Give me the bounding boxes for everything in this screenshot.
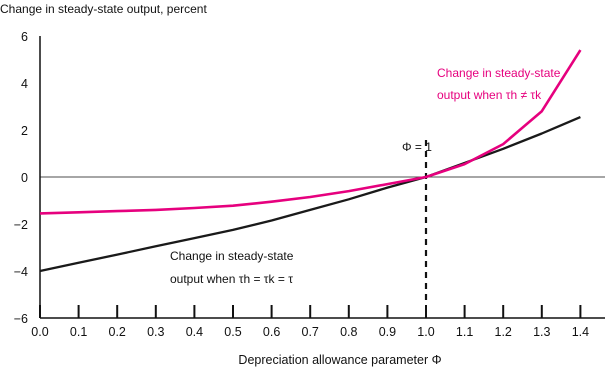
- y-tick-label: −6: [14, 312, 28, 326]
- y-tick-labels: 6 4 2 0 −2 −4 −6: [14, 30, 28, 326]
- annotation-pink-prefix: output when: [437, 88, 506, 102]
- y-tick-label: 4: [21, 77, 28, 91]
- x-tick-label: 0.4: [186, 325, 203, 339]
- x-tick-label: 0.8: [340, 325, 357, 339]
- annotation-pink-line1: Change in steady-state: [437, 66, 561, 80]
- x-tick-marks: [39, 305, 582, 318]
- x-tick-label: 1.4: [572, 325, 589, 339]
- series-line-pink: [39, 49, 582, 215]
- annotation-black-math: τh = τk = τ: [239, 272, 294, 286]
- x-tick-label: 1.3: [533, 325, 550, 339]
- annotation-black-line2: output when τh = τk = τ: [170, 272, 293, 286]
- annotation-pink-line2: output when τh ≠ τk: [437, 88, 542, 102]
- y-tick-label: −4: [14, 265, 28, 279]
- x-tick-label: 0.2: [109, 325, 126, 339]
- y-tick-label: −2: [14, 218, 28, 232]
- y-axis-label: Change in steady-state output, percent: [0, 2, 207, 16]
- reference-line-label: Φ = 1: [402, 140, 432, 154]
- x-tick-label: 0.1: [70, 325, 87, 339]
- annotation-black-line1: Change in steady-state: [170, 249, 294, 263]
- x-tick-label: 1.0: [417, 325, 434, 339]
- annotation-pink-math: τh ≠ τk: [506, 88, 542, 102]
- x-tick-label: 1.1: [456, 325, 473, 339]
- x-tick-label: 0.7: [302, 325, 319, 339]
- y-tick-label: 2: [21, 124, 28, 138]
- y-tick-label: 6: [21, 30, 28, 44]
- x-tick-label: 0.6: [263, 325, 280, 339]
- x-axis-label: Depreciation allowance parameter Φ: [238, 353, 441, 367]
- x-tick-label: 1.2: [495, 325, 512, 339]
- x-tick-labels: 0.0 0.1 0.2 0.3 0.4 0.5 0.6 0.7 0.8 0.9 1.0 1.1 1.2 1…: [31, 325, 589, 339]
- x-tick-label: 0.0: [31, 325, 48, 339]
- x-tick-label: 0.5: [224, 325, 241, 339]
- y-tick-label: 0: [21, 171, 28, 185]
- x-tick-label: 0.9: [379, 325, 396, 339]
- x-tick-label: 0.3: [147, 325, 164, 339]
- annotation-black-prefix: output when: [170, 272, 239, 286]
- series-line-black: [39, 116, 581, 273]
